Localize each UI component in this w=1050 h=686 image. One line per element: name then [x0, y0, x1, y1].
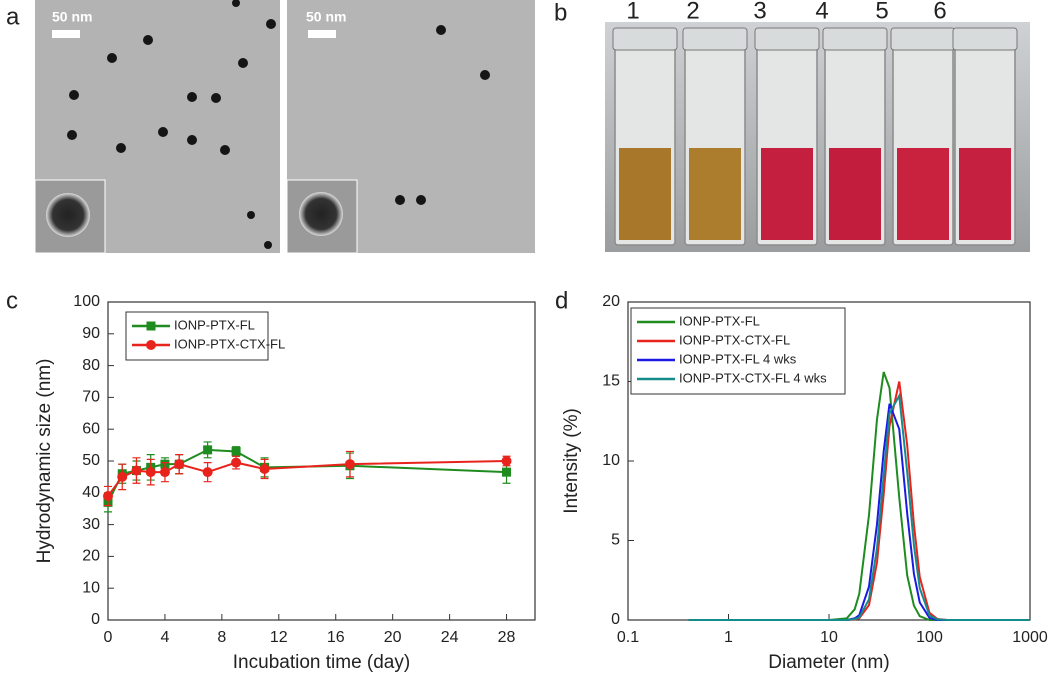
x-axis-title: Diameter (nm)	[768, 652, 889, 673]
x-tick-label: 24	[441, 629, 459, 646]
y-tick-label: 20	[602, 293, 620, 310]
x-tick-label: 0	[104, 629, 113, 646]
cuvette-label: 5	[875, 0, 888, 24]
marker	[117, 471, 128, 482]
y-tick-label: 5	[611, 532, 620, 549]
legend-label: IONP-PTX-CTX-FL	[174, 336, 285, 351]
marker	[159, 467, 170, 478]
marker	[202, 467, 213, 478]
marker	[174, 459, 185, 470]
x-tick-label: 8	[217, 629, 226, 646]
scale-bar	[308, 30, 336, 38]
y-tick-label: 0	[91, 611, 100, 628]
x-tick-label: 1000	[1012, 629, 1048, 646]
marker	[259, 463, 270, 474]
y-tick-label: 20	[82, 548, 100, 565]
cuvette-label: 6	[933, 0, 946, 24]
y-tick-label: 10	[82, 579, 100, 596]
x-tick-label: 16	[327, 629, 345, 646]
legend-label: IONP-PTX-FL	[174, 317, 255, 332]
x-tick-label: 28	[498, 629, 516, 646]
marker	[146, 340, 156, 350]
series-line	[688, 381, 1030, 621]
nanoparticles	[67, 0, 490, 249]
panel-label: c	[6, 287, 18, 314]
x-tick-label: 20	[384, 629, 402, 646]
cuvette-cap	[890, 27, 956, 51]
cuvette-label: 1	[626, 0, 639, 24]
marker	[146, 321, 156, 331]
y-tick-label: 40	[82, 484, 100, 501]
y-tick-label: 70	[82, 389, 100, 406]
marker	[131, 465, 142, 476]
x-tick-label: 4	[160, 629, 169, 646]
cuvettes: 1 2 3 4 5 6	[612, 0, 1018, 246]
cuvette-label: 4	[815, 0, 828, 24]
x-tick-label: 12	[270, 629, 288, 646]
panel-label: d	[555, 287, 568, 314]
y-axis-title: Intensity (%)	[561, 408, 582, 514]
inset-particle	[46, 193, 90, 237]
x-tick-label: 0.1	[617, 629, 639, 646]
cuvette-cap	[682, 27, 748, 51]
scale-bar-label: 50 nm	[306, 9, 346, 25]
legend-label: IONP-PTX-FL 4 wks	[679, 351, 797, 366]
panel-label: a	[6, 3, 20, 30]
scale-bar	[52, 30, 80, 38]
marker	[231, 446, 241, 456]
cuvette-liquid	[619, 148, 671, 240]
y-tick-label: 80	[82, 357, 100, 374]
scale-bar-label: 50 nm	[52, 9, 92, 25]
cuvette-cap	[822, 27, 888, 51]
series-line	[688, 371, 1030, 621]
cuvette-photo: 1 2 3 4 5 6 b	[554, 0, 1030, 252]
legend-label: IONP-PTX-CTX-FL	[679, 332, 790, 347]
legend-label: IONP-PTX-FL	[679, 313, 760, 328]
y-tick-label: 60	[82, 420, 100, 437]
marker	[501, 456, 512, 466]
x-tick-label: 10	[820, 629, 838, 646]
y-tick-label: 0	[611, 611, 620, 628]
cuvette-cap	[612, 27, 678, 51]
y-tick-label: 90	[82, 325, 100, 342]
y-tick-label: 100	[73, 293, 100, 310]
marker	[203, 445, 213, 455]
marker	[231, 457, 242, 468]
inset-particle	[299, 192, 343, 236]
y-axis-title: Hydrodynamic size (nm)	[34, 359, 55, 564]
marker	[103, 490, 113, 501]
cuvette-liquid	[761, 148, 813, 240]
cuvette-liquid	[897, 148, 949, 240]
tem-images: 50 nm 50 nm a	[6, 0, 535, 254]
cuvette-cap	[754, 27, 820, 51]
legend-label: IONP-PTX-CTX-FL 4 wks	[679, 370, 827, 385]
cuvette-liquid	[959, 148, 1011, 240]
marker	[502, 467, 512, 477]
cuvette-cap	[952, 27, 1018, 51]
cuvette-liquid	[689, 148, 741, 240]
cuvette-label: 2	[686, 0, 699, 24]
panel-label: b	[554, 0, 567, 26]
x-axis-title: Incubation time (day)	[233, 652, 410, 673]
legend-box	[125, 311, 269, 361]
x-tick-label: 100	[916, 629, 943, 646]
x-tick-label: 1	[724, 629, 733, 646]
cuvette-label: 3	[753, 0, 766, 24]
y-tick-label: 15	[602, 373, 620, 390]
y-tick-label: 30	[82, 516, 100, 533]
y-tick-label: 10	[602, 452, 620, 469]
marker	[344, 459, 355, 470]
y-tick-label: 50	[82, 452, 100, 469]
cuvette-liquid	[829, 148, 881, 240]
marker	[145, 467, 156, 478]
series-line	[688, 392, 1030, 621]
